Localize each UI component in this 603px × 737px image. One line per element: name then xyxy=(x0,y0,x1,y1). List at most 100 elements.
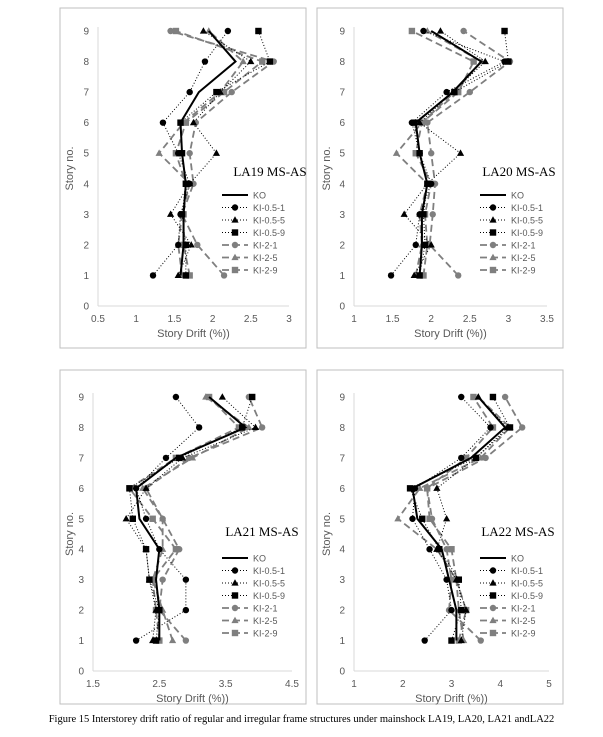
legend-label: KI-0.5-1 xyxy=(511,203,543,213)
data-point xyxy=(159,576,166,583)
data-point xyxy=(247,57,255,65)
y-axis-title: Story no. xyxy=(321,146,333,190)
data-point xyxy=(122,514,130,522)
x-tick-label: 4.5 xyxy=(285,679,299,690)
y-tick-label: 0 xyxy=(78,667,84,678)
data-point xyxy=(410,271,418,279)
y-tick-label: 1 xyxy=(83,271,89,282)
x-tick-label: 1.5 xyxy=(86,679,100,690)
data-point xyxy=(482,454,489,462)
data-point xyxy=(501,393,509,401)
legend-swatch-marker xyxy=(489,229,497,236)
data-point xyxy=(145,575,153,583)
data-point xyxy=(142,515,150,522)
data-point xyxy=(178,454,187,461)
data-point xyxy=(456,149,465,156)
chart-title: LA20 MS-AS xyxy=(482,164,555,179)
data-point xyxy=(443,88,450,96)
data-point xyxy=(224,27,232,35)
data-point xyxy=(182,576,190,583)
data-point xyxy=(239,57,247,65)
y-tick-label: 6 xyxy=(83,118,89,129)
data-point xyxy=(166,210,175,217)
legend-label: KI-0.5-9 xyxy=(253,228,285,238)
x-tick-label: 1.5 xyxy=(167,314,181,325)
data-point xyxy=(159,119,167,126)
chart-title: LA21 MS-AS xyxy=(225,524,298,539)
legend-label: KI-2-5 xyxy=(253,253,278,263)
legend-label: KO xyxy=(253,554,266,564)
data-point xyxy=(448,606,455,614)
series-line xyxy=(409,396,511,641)
data-point xyxy=(458,606,465,614)
data-point xyxy=(420,27,427,35)
data-point xyxy=(194,241,201,249)
series-ki-05-5 xyxy=(122,393,260,644)
y-tick-label: 1 xyxy=(339,636,345,647)
data-point xyxy=(477,637,484,644)
data-point xyxy=(436,546,443,553)
x-tick-label: 3 xyxy=(286,314,292,325)
data-point xyxy=(409,515,416,522)
series-ko xyxy=(135,396,248,641)
data-point xyxy=(489,393,497,401)
data-point xyxy=(472,454,480,461)
y-tick-label: 7 xyxy=(339,453,345,464)
legend-swatch-marker xyxy=(489,629,497,637)
y-axis-title: Story no. xyxy=(64,512,76,556)
data-point xyxy=(406,485,414,492)
data-point xyxy=(420,211,427,218)
x-tick-label: 3.5 xyxy=(219,679,233,690)
data-point xyxy=(266,58,274,65)
data-point xyxy=(199,27,208,34)
data-point xyxy=(392,149,401,156)
x-tick-label: 1 xyxy=(351,679,357,690)
data-point xyxy=(187,241,195,248)
y-tick-label: 3 xyxy=(83,210,89,221)
data-point xyxy=(235,424,243,431)
series-line xyxy=(179,30,237,276)
legend-label: KO xyxy=(511,191,524,201)
y-tick-label: 5 xyxy=(339,514,345,525)
data-point xyxy=(155,149,163,156)
x-axis-title: Story Drift (%)) xyxy=(157,328,230,340)
legend-swatch-marker xyxy=(489,592,497,599)
data-point xyxy=(174,271,182,279)
y-tick-label: 9 xyxy=(339,27,345,38)
y-tick-label: 9 xyxy=(83,27,89,38)
data-point xyxy=(182,606,190,614)
legend-label: KI-0.5-5 xyxy=(253,579,285,589)
series-ki-05-1 xyxy=(149,27,232,279)
series-line xyxy=(411,396,507,641)
data-point xyxy=(175,241,182,249)
legend-label: KI-2-5 xyxy=(511,616,536,626)
x-tick-label: 3 xyxy=(449,679,455,690)
data-point xyxy=(423,485,431,492)
data-point xyxy=(420,272,427,279)
x-tick-label: 3.5 xyxy=(540,314,554,325)
x-axis-title: Story Drift (%)) xyxy=(414,328,487,340)
legend-label: KI-0.5-5 xyxy=(511,579,543,589)
y-tick-label: 9 xyxy=(339,393,345,404)
data-point xyxy=(182,119,190,126)
data-point xyxy=(427,241,435,248)
legend-swatch-marker xyxy=(231,204,239,211)
series-ki-05-1 xyxy=(132,393,203,644)
y-tick-label: 9 xyxy=(78,393,84,404)
data-point xyxy=(172,546,180,553)
data-point xyxy=(159,515,166,522)
data-point xyxy=(436,27,445,34)
data-point xyxy=(421,637,428,644)
data-point xyxy=(182,241,190,249)
panel-frame xyxy=(316,7,564,349)
data-point xyxy=(142,484,150,491)
data-point xyxy=(433,545,441,552)
data-point xyxy=(213,88,220,96)
series-line xyxy=(144,396,264,642)
data-point xyxy=(470,58,477,65)
series-ki-05-5 xyxy=(433,393,512,644)
data-point xyxy=(433,484,441,491)
data-point xyxy=(460,27,467,35)
